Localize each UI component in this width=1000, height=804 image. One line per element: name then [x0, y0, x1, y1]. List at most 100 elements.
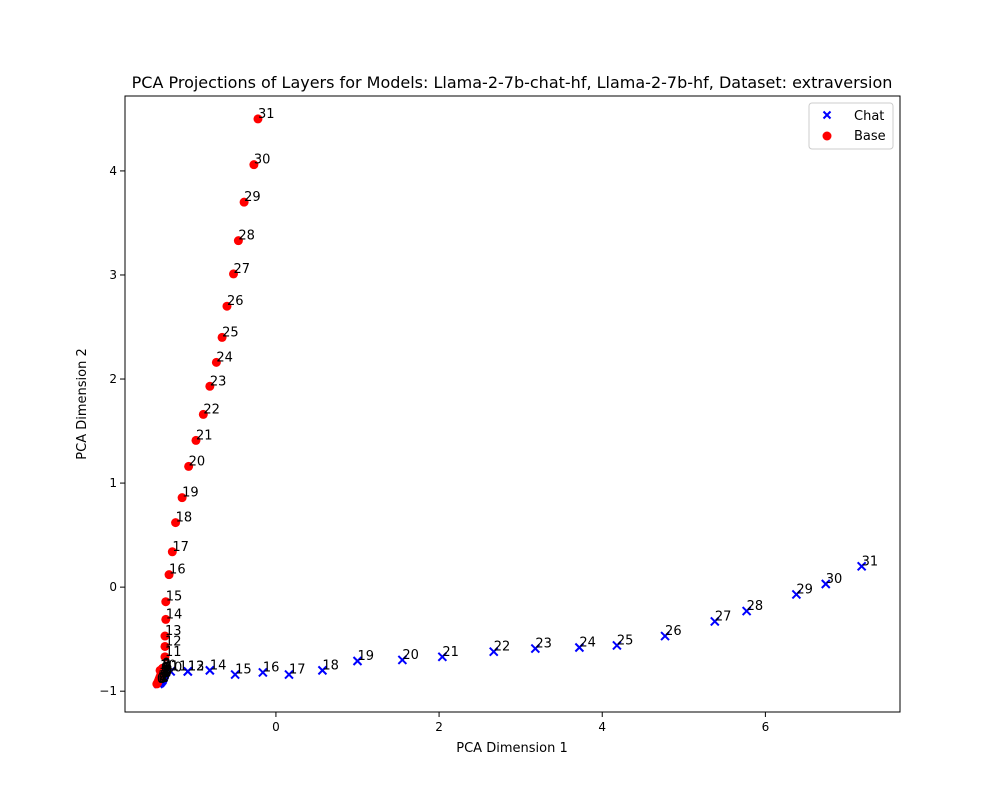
point-label-chat: 26 — [665, 624, 682, 639]
legend-marker-chat — [822, 110, 832, 120]
point-label-chat: 10 — [166, 660, 183, 675]
point-label-chat: 2 — [161, 670, 169, 685]
point-label-base: 19 — [182, 486, 199, 501]
point-label-base: 11 — [165, 645, 182, 660]
point-label-base: 24 — [216, 350, 233, 365]
point-label-chat: 20 — [402, 648, 419, 663]
point-label-base: 17 — [172, 540, 189, 555]
point-chat — [437, 652, 448, 662]
point-label-chat: 19 — [358, 649, 375, 664]
point-label-base: 25 — [222, 325, 239, 340]
point-base — [177, 493, 187, 503]
point-label-base: 5 — [161, 663, 169, 678]
point-chat — [710, 616, 720, 627]
point-base — [184, 461, 194, 471]
point-label-base: 15 — [166, 590, 183, 605]
point-chat — [165, 666, 176, 677]
legend: Chat Base — [808, 102, 894, 150]
point-chat — [821, 579, 831, 589]
point-label-chat: 21 — [442, 645, 459, 660]
point-label-chat: 12 — [188, 659, 205, 674]
point-base — [164, 570, 174, 580]
point-chat — [741, 606, 752, 616]
point-label-base: 20 — [189, 454, 206, 469]
x-tick-label: 6 — [762, 720, 770, 734]
legend-marker-base — [822, 131, 832, 141]
point-chat — [284, 669, 294, 680]
point-chat — [612, 640, 622, 651]
point-base — [233, 236, 243, 246]
point-base — [155, 665, 165, 675]
point-chat — [183, 666, 193, 677]
data-points — [152, 114, 867, 689]
point-label-base: 9 — [163, 656, 171, 671]
legend-label-chat: Chat — [854, 109, 884, 124]
chart-title: PCA Projections of Layers for Models: Ll… — [132, 73, 893, 92]
point-label-base: 21 — [196, 428, 213, 443]
point-label-chat: 11 — [171, 659, 188, 674]
point-label-chat: 31 — [862, 554, 879, 569]
point-label-chat: 5 — [163, 667, 171, 682]
point-label-chat: 30 — [826, 572, 843, 587]
point-label-base: 16 — [169, 563, 186, 578]
y-axis-ticks: −1 0 1 2 3 4 — [99, 164, 125, 698]
point-label-base: 12 — [165, 634, 182, 649]
x-axis-label: PCA Dimension 1 — [456, 741, 567, 756]
point-label-chat: 4 — [163, 668, 171, 683]
point-base — [222, 301, 232, 311]
point-chat — [856, 561, 867, 572]
legend-label-base: Base — [854, 129, 886, 144]
point-label-chat: 17 — [289, 663, 306, 678]
point-label-base: 31 — [258, 107, 275, 122]
point-label-chat: 29 — [796, 582, 813, 597]
point-base — [160, 641, 170, 651]
point-base — [161, 597, 171, 607]
y-tick-label: −1 — [99, 684, 117, 698]
point-label-chat: 7 — [163, 665, 171, 680]
point-label-base: 26 — [227, 294, 244, 309]
point-label-base: 3 — [159, 667, 167, 682]
point-chat — [660, 631, 670, 641]
point-base — [217, 332, 227, 342]
point-label-base: 30 — [254, 153, 271, 168]
point-chat — [352, 656, 363, 666]
point-base — [249, 160, 259, 170]
point-label-chat: 16 — [263, 660, 280, 675]
point-chat — [258, 667, 268, 678]
x-tick-label: 0 — [272, 720, 280, 734]
point-label-chat: 22 — [494, 640, 511, 655]
point-label-chat: 14 — [210, 658, 227, 673]
point-label-chat: 27 — [715, 609, 732, 624]
point-label-base: 0 — [157, 672, 165, 687]
y-tick-label: 0 — [109, 580, 117, 594]
point-label-chat: 25 — [617, 633, 634, 648]
point-label-chat: 0 — [158, 672, 166, 687]
point-label-base: 18 — [176, 511, 193, 526]
point-chat — [791, 589, 802, 600]
point-base — [160, 631, 170, 641]
point-chat — [489, 646, 499, 657]
point-label-chat: 6 — [163, 666, 171, 681]
point-label-chat: 28 — [747, 599, 764, 614]
point-base — [239, 197, 249, 207]
y-tick-label: 2 — [109, 372, 117, 386]
point-label-chat: 24 — [579, 635, 596, 650]
x-axis-ticks: 0 2 4 6 — [272, 712, 769, 734]
point-base — [160, 652, 170, 662]
point-base — [229, 269, 238, 279]
point-label-base: 10 — [160, 658, 177, 673]
point-label-base: 6 — [161, 660, 169, 675]
y-tick-label: 1 — [109, 476, 117, 490]
point-base — [167, 547, 177, 557]
point-label-base: 27 — [234, 262, 251, 277]
point-chat — [230, 669, 240, 680]
point-chat — [574, 642, 585, 653]
point-label-base: 23 — [210, 374, 227, 389]
point-label-base: 22 — [203, 402, 220, 417]
point-label-base: 1 — [158, 671, 166, 686]
point-label-chat: 15 — [235, 663, 252, 678]
